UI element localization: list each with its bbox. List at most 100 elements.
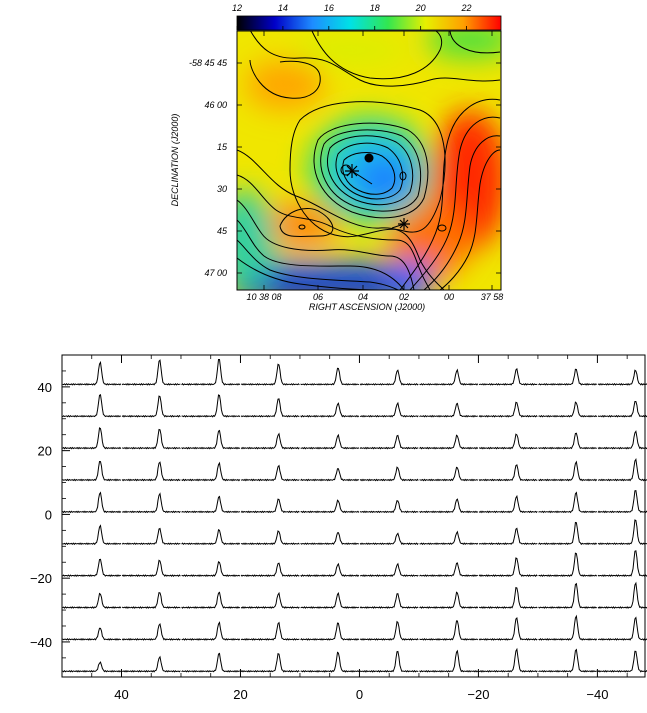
spectrum-line — [62, 360, 122, 386]
spectrum-line — [62, 558, 122, 577]
spectrum-line — [181, 529, 241, 546]
spectrum-line — [240, 530, 300, 546]
spectrum-line — [181, 461, 241, 482]
spectrum-line — [597, 550, 647, 577]
spectrum-line — [597, 519, 647, 546]
spectrum-line — [359, 401, 419, 418]
map-y-tick-label: 30 — [217, 184, 227, 194]
spectrum-line — [538, 432, 597, 450]
spectrum-line — [597, 616, 647, 641]
map-y-tick-label: -58 45 45 — [189, 58, 228, 68]
spectra-x-tick-label: 40 — [114, 687, 128, 702]
spectrum-line — [538, 368, 598, 386]
spectrum-line — [597, 490, 647, 514]
map-x-tick-label: 10 38 08 — [246, 292, 281, 302]
spectrum-line — [597, 458, 647, 482]
colorbar-tick-label: 14 — [278, 3, 288, 13]
spectrum-line — [597, 401, 647, 418]
spectrum-line — [62, 661, 122, 673]
spectrum-line — [240, 363, 300, 386]
colorbar-tick-label: 12 — [232, 3, 242, 13]
spectrum-line — [240, 498, 300, 514]
spectrum-line — [240, 621, 300, 641]
spectrum-line — [181, 561, 241, 577]
spectrum-line — [478, 433, 538, 450]
spectra-y-tick-label: −20 — [30, 571, 52, 586]
spectrum-line — [240, 591, 300, 609]
spectrum-line — [597, 369, 647, 386]
map-frame — [236, 30, 502, 291]
spectrum-line — [62, 394, 121, 418]
spectrum-line — [419, 591, 479, 609]
colorbar-tick-label: 18 — [370, 3, 380, 13]
spectrum-line — [359, 434, 419, 450]
spectrum-line — [181, 359, 241, 386]
spectrum-line — [122, 655, 181, 673]
spectrum-line — [300, 499, 360, 514]
map-y-tick-label: 47 00 — [204, 268, 227, 278]
spectrum-line — [597, 581, 647, 609]
spectra-frame — [61, 354, 646, 678]
map-x-tick-label: 06 — [313, 292, 323, 302]
map-y-tick-label: 46 00 — [204, 100, 227, 110]
spectrum-line — [478, 586, 538, 609]
spectrum-line — [181, 394, 241, 418]
spectrum-line — [62, 524, 122, 546]
map-x-axis-label: RIGHT ASCENSION (J2000) — [309, 302, 425, 312]
map-x-tick-label: 37 58 — [481, 292, 504, 302]
colorbar-tick-label: 20 — [415, 3, 426, 13]
spectrum-line — [538, 582, 597, 609]
spectrum-line — [300, 532, 359, 546]
spectrum-line — [478, 557, 538, 578]
spectrum-line — [121, 591, 181, 609]
spectrum-line — [538, 614, 598, 641]
spectra-y-tick-label: 0 — [45, 507, 52, 522]
spectrum-line — [419, 434, 479, 450]
colorbar-tick-label: 16 — [324, 3, 334, 13]
spectrum-line — [300, 433, 360, 450]
spectrum-line — [62, 627, 121, 641]
spectra-grid: 40 20 0 −20 −40 40 20 0 −20 −40 — [30, 354, 647, 702]
spectrum-line — [240, 562, 300, 577]
spectrum-line — [478, 647, 538, 673]
spectrum-line — [62, 460, 122, 482]
spectrum-line — [121, 461, 181, 482]
spectrum-line — [181, 652, 240, 673]
map-x-tick-label: 00 — [444, 292, 454, 302]
spectrum-line — [478, 527, 538, 546]
spectrum-line — [419, 620, 479, 641]
spectrum-line — [121, 623, 181, 641]
spectrum-line — [300, 562, 360, 577]
spectrum-line — [121, 359, 181, 386]
map-x-tick-label: 04 — [358, 292, 368, 302]
spectrum-line — [240, 398, 300, 418]
spectrum-line — [478, 464, 538, 482]
spectrum-line — [359, 562, 419, 577]
spectrum-line — [62, 592, 122, 609]
map-y-tick-label: 45 — [217, 226, 228, 236]
spectrum-line — [419, 402, 478, 418]
map-x-tick-label: 02 — [399, 292, 409, 302]
spectrum-line — [359, 532, 419, 546]
spectrum-line — [121, 428, 181, 450]
spectrum-line — [181, 621, 241, 641]
spectrum-line — [240, 464, 300, 482]
spectrum-line — [359, 650, 419, 673]
spectrum-line — [121, 559, 181, 577]
spectrum-line — [181, 429, 241, 450]
spectrum-line — [359, 369, 419, 386]
spectrum-line — [538, 552, 598, 577]
colorbar-strip — [236, 15, 502, 31]
spectrum-line — [478, 401, 538, 418]
spectrum-line — [478, 367, 538, 386]
spectra-x-tick-label: −40 — [586, 687, 608, 702]
spectrum-line — [419, 562, 478, 577]
spectrum-line — [300, 591, 360, 609]
map-y-axis-label: DECLINATION (J2000) — [170, 114, 180, 207]
spectrum-line — [419, 368, 479, 386]
spectra-x-tick-label: 0 — [356, 687, 363, 702]
spectra-y-tick-label: −40 — [30, 635, 52, 650]
spectrum-line — [419, 649, 479, 673]
spectrum-line — [538, 521, 598, 546]
